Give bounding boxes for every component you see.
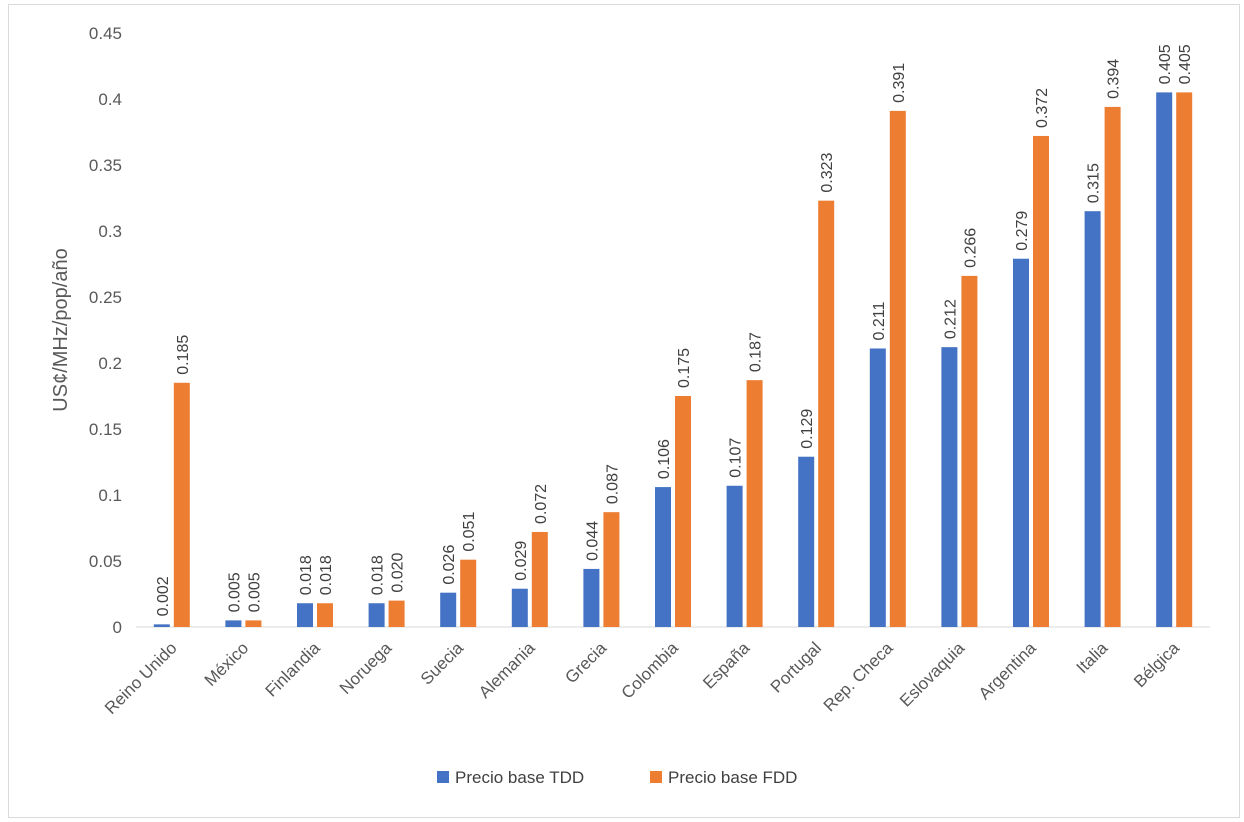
x-tick-label: España xyxy=(699,638,754,693)
data-label: 0.018 xyxy=(298,555,315,595)
bar-tdd xyxy=(153,624,170,627)
bar-tdd xyxy=(511,588,528,627)
x-tick-label: Colombia xyxy=(618,638,683,703)
bar-fdd xyxy=(531,531,548,627)
x-axis: Reino Unido México Finlandia Noruega Suecia A… xyxy=(101,626,1210,718)
data-label: 0.372 xyxy=(1034,88,1051,128)
data-label: 0.020 xyxy=(390,552,407,592)
x-tick-label: Rep. Checa xyxy=(820,638,897,715)
x-tick-label: Bélgica xyxy=(1130,638,1183,691)
bar-tdd xyxy=(368,603,385,627)
legend-label: Precio base FDD xyxy=(668,768,797,787)
x-tick-label: Alemania xyxy=(475,638,539,702)
y-tick-label: 0.05 xyxy=(89,552,122,571)
bar-tdd xyxy=(655,487,671,627)
x-tick-label: Finlandia xyxy=(262,638,325,701)
bars xyxy=(153,92,1193,628)
data-label: 0.002 xyxy=(155,576,172,616)
data-label: 0.211 xyxy=(871,302,888,341)
bar-fdd xyxy=(1104,106,1121,628)
data-label: 0.175 xyxy=(676,348,693,388)
x-tick-label: México xyxy=(201,638,253,690)
data-label: 0.018 xyxy=(370,555,387,595)
data-label: 0.315 xyxy=(1086,163,1103,203)
x-tick-label: Grecia xyxy=(561,638,610,687)
bar-tdd xyxy=(440,592,457,627)
data-label: 0.072 xyxy=(533,484,550,524)
legend-swatch xyxy=(437,771,449,783)
bar-fdd xyxy=(961,275,978,627)
y-tick-label: 0.45 xyxy=(89,24,122,43)
data-label: 0.044 xyxy=(584,521,601,561)
data-label: 0.187 xyxy=(748,332,765,372)
bar-tdd xyxy=(1156,92,1173,627)
y-tick-label: 0.3 xyxy=(98,222,122,241)
bar-fdd xyxy=(245,620,262,627)
y-axis: 0 0.05 0.1 0.15 0.2 0.25 0.3 0.35 0.4 0.45 xyxy=(89,24,122,637)
data-label: 0.005 xyxy=(226,572,243,612)
data-labels: 0.002 0.005 0.018 0.018 0.026 0.029 0.0440.106… xyxy=(155,44,1194,616)
data-label: 0.212 xyxy=(942,299,959,339)
data-label: 0.405 xyxy=(1157,44,1174,84)
data-label: 0.394 xyxy=(1106,59,1123,99)
x-tick-label: Portugal xyxy=(767,638,825,696)
x-tick-label: Argentina xyxy=(975,638,1040,703)
data-label: 0.405 xyxy=(1177,44,1194,84)
bar-fdd xyxy=(818,200,835,627)
legend-swatch xyxy=(650,771,662,783)
y-tick-label: 0.2 xyxy=(98,354,122,373)
data-label: 0.279 xyxy=(1014,211,1031,251)
x-tick-label: Italia xyxy=(1073,638,1112,677)
bar-fdd xyxy=(603,512,620,627)
bar-fdd xyxy=(889,110,906,627)
data-label: 0.129 xyxy=(799,409,816,449)
data-label: 0.107 xyxy=(728,438,745,478)
y-tick-label: 0.25 xyxy=(89,288,122,307)
data-label: 0.029 xyxy=(513,541,530,581)
bar-fdd xyxy=(388,600,405,627)
y-tick-label: 0.35 xyxy=(89,156,122,175)
data-label: 0.323 xyxy=(819,152,836,192)
data-label: 0.026 xyxy=(441,545,458,585)
bar-fdd xyxy=(460,559,477,627)
bar-tdd xyxy=(583,568,600,627)
bar-tdd xyxy=(941,347,958,627)
x-tick-label: Noruega xyxy=(336,638,396,698)
bar-fdd xyxy=(1033,135,1049,627)
bar-tdd xyxy=(297,603,313,627)
bar-tdd xyxy=(1084,211,1101,627)
bar-fdd xyxy=(317,603,333,627)
data-label: 0.391 xyxy=(891,63,908,103)
bar-tdd xyxy=(1013,258,1029,627)
bar-fdd xyxy=(173,382,190,627)
data-label: 0.185 xyxy=(175,335,192,375)
bar-fdd xyxy=(746,380,763,627)
y-tick-label: 0.4 xyxy=(98,90,122,109)
x-tick-label: Eslovaquia xyxy=(896,638,969,711)
data-label: 0.087 xyxy=(604,464,621,504)
y-tick-label: 0.1 xyxy=(98,486,122,505)
y-axis-title: US¢/MHz/pop/año xyxy=(50,248,72,411)
bar-tdd xyxy=(726,485,743,627)
y-tick-label: 0 xyxy=(113,618,122,637)
x-tick-label: Reino Unido xyxy=(101,638,181,718)
bar-tdd xyxy=(225,620,242,627)
bar-fdd xyxy=(1176,92,1193,627)
data-label: 0.051 xyxy=(461,512,478,552)
bar-tdd xyxy=(869,348,886,627)
data-label: 0.266 xyxy=(962,228,979,268)
x-tick-label: Suecia xyxy=(417,638,468,689)
data-label: 0.106 xyxy=(656,439,673,479)
data-label: 0.005 xyxy=(246,572,263,612)
legend-label: Precio base TDD xyxy=(455,768,584,787)
y-tick-label: 0.15 xyxy=(89,420,122,439)
legend: Precio base TDD Precio base FDD xyxy=(437,768,797,787)
bar-tdd xyxy=(798,456,815,627)
data-label: 0.018 xyxy=(318,555,335,595)
bar-fdd xyxy=(675,396,691,627)
